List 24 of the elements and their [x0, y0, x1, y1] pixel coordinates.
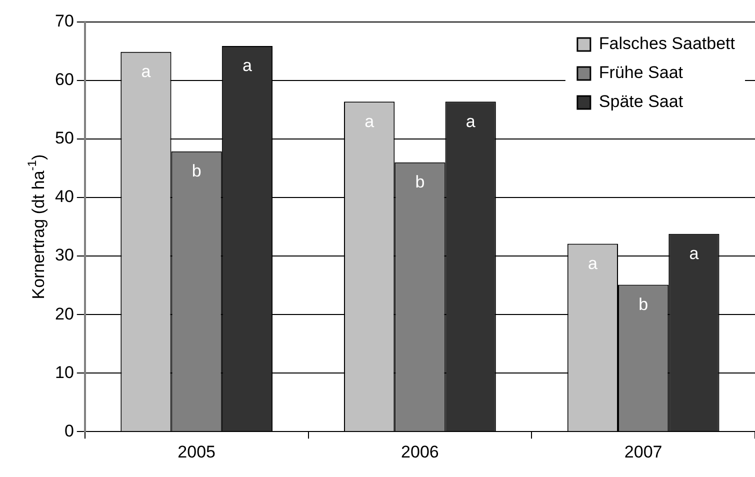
y-tick-label: 30 [54, 246, 74, 265]
y-tick-label: 20 [54, 304, 74, 324]
y-tick-label: 50 [54, 128, 74, 148]
x-tick-label: 2005 [178, 442, 216, 462]
annotation: b [192, 162, 202, 181]
annotation: a [588, 254, 598, 273]
y-axis-title: Kornertrag (dt ha-1) [25, 154, 48, 300]
annotation: a [141, 62, 152, 82]
y-tick-label: 70 [54, 12, 74, 31]
y-tick-label: 10 [54, 362, 74, 382]
y-tick-label: 0 [64, 421, 74, 440]
legend-label: Frühe Saat [598, 63, 684, 82]
annotation: a [689, 244, 700, 264]
y-tick-label: 40 [54, 187, 74, 206]
y-tick-label: 60 [54, 70, 74, 90]
legend-label: Späte Saat [598, 92, 684, 112]
annotation: a [466, 112, 476, 131]
x-tick-label: 2006 [401, 442, 439, 462]
x-tick-label: 2007 [624, 442, 662, 462]
annotation: b [415, 172, 425, 192]
annotation: a [242, 56, 252, 76]
annotation: b [638, 294, 648, 314]
legend-label: Falsches Saatbett [598, 34, 736, 54]
annotation: a [364, 112, 375, 131]
